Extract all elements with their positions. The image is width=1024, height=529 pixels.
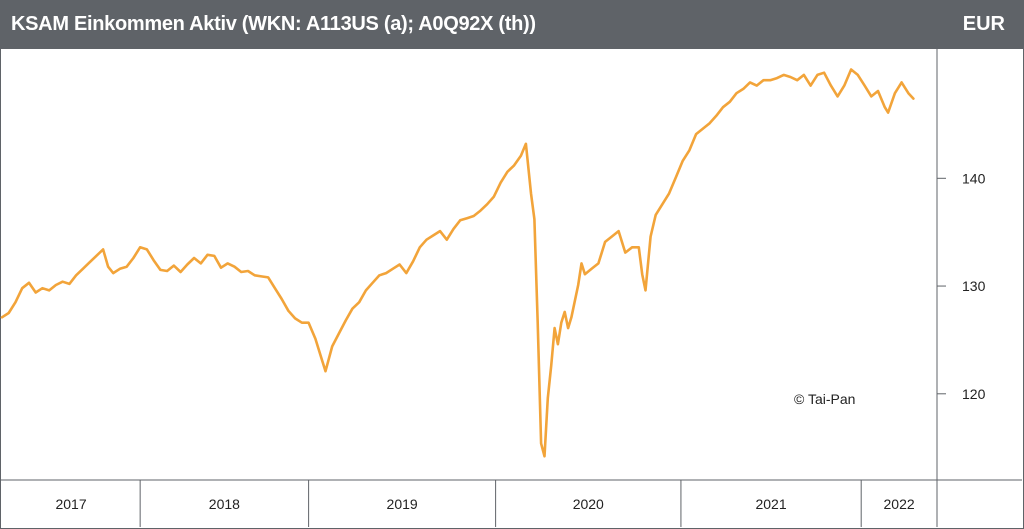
x-tick-label: 2021: [755, 496, 786, 512]
y-tick-label: 120: [962, 386, 986, 402]
x-tick-label: 2017: [55, 496, 86, 512]
chart-grid: [0, 49, 1022, 527]
currency-label: EUR: [962, 13, 1005, 35]
chart-header: KSAM Einkommen Aktiv (WKN: A113US (a); A…: [1, 1, 1023, 49]
x-tick-label: 2018: [209, 496, 240, 512]
series-line: [0, 68, 915, 458]
series-layer: [0, 68, 915, 458]
x-tick-label: 2020: [573, 496, 604, 512]
x-axis: 2017 2018 2019 2020 2021 2022: [55, 480, 915, 527]
x-tick-label: 2019: [387, 496, 418, 512]
chart-title: KSAM Einkommen Aktiv (WKN: A113US (a); A…: [11, 13, 536, 35]
x-tick-label: 2022: [884, 496, 915, 512]
y-tick-label: 130: [962, 278, 986, 294]
y-tick-label: 140: [962, 170, 986, 186]
y-axis: 120 130 140: [937, 170, 986, 402]
copyright-label: © Tai-Pan: [794, 391, 855, 407]
